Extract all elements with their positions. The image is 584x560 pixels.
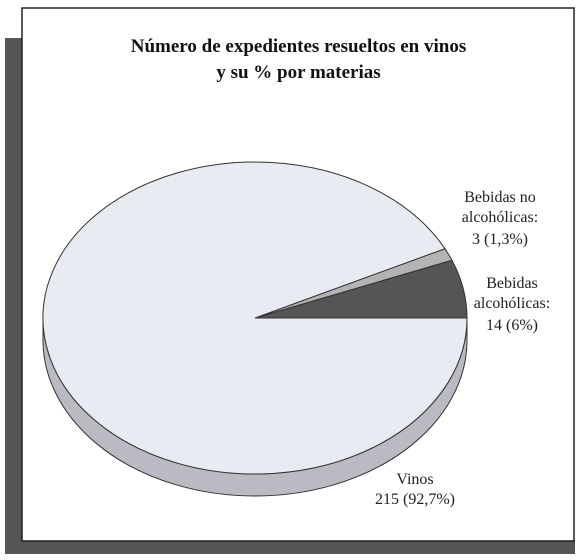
slice-label: Bebidas no alcohólicas: [461,189,539,226]
chart-title: Número de expedientes resueltos en vinos [130,36,467,57]
pie-slice [42,161,468,475]
chart-title: y su % por materias [216,62,381,83]
slice-label: Bebidas alcohólicas: [473,275,551,312]
value-label: 14 (6%) [486,317,538,334]
pie [42,161,468,497]
value-label: 215 (92,7%) [375,491,455,508]
slice-label: Vinos [396,471,434,488]
frame-shadow [5,540,575,554]
value-label: 3 (1,3%) [472,231,528,248]
frame-shadow [5,38,23,554]
